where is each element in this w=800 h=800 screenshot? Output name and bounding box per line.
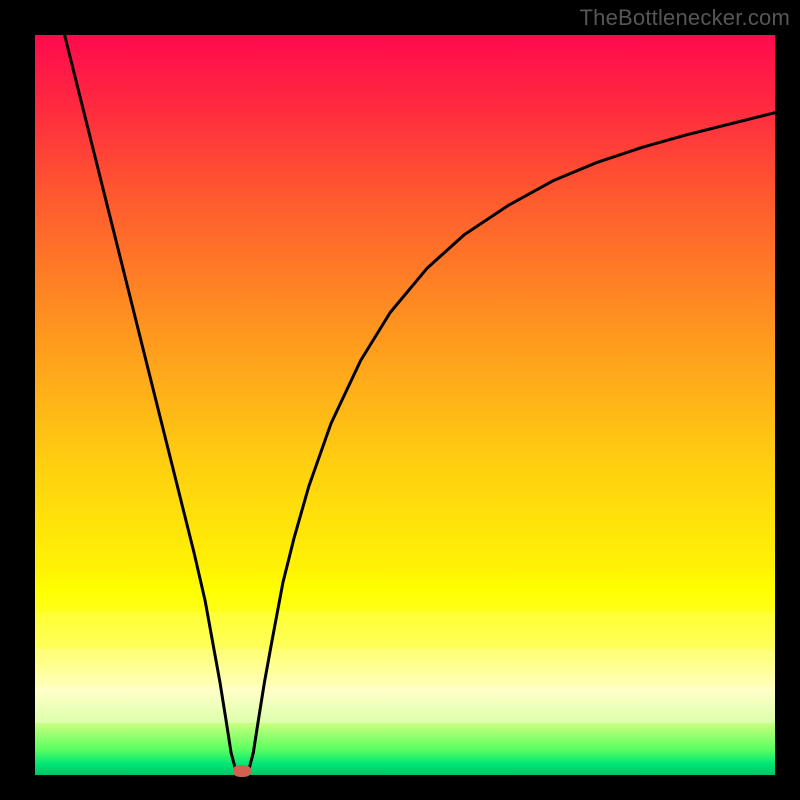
chart-container: TheBottlenecker.com (0, 0, 800, 800)
curve-svg (35, 35, 775, 775)
watermark-text: TheBottlenecker.com (580, 5, 790, 31)
minimum-marker (233, 765, 251, 777)
bottleneck-curve (65, 35, 775, 775)
plot-area (35, 35, 775, 775)
